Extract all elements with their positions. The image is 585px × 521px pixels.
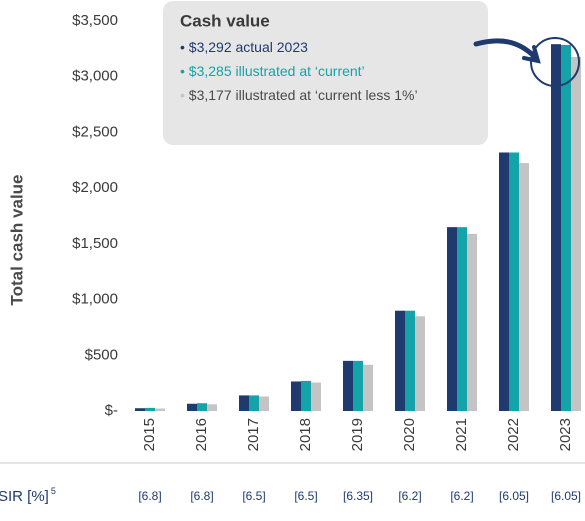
y-tick-label: $2,000 [72,179,118,196]
sir-label: SIR [%] 5 [0,486,56,505]
highlight-circle [530,37,580,87]
bar [363,364,373,411]
tooltip-item: • $3,292 actual 2023 [180,39,308,55]
bar [207,404,217,411]
bar [395,310,405,411]
sir-superscript: 5 [51,486,56,496]
bar [249,395,259,411]
y-tick-label: $1,000 [72,291,118,308]
x-tick-label: 2021 [453,418,470,451]
arrow-head [522,45,541,64]
sir-value: [6.35] [343,489,373,503]
bar [457,227,467,411]
bar [343,360,353,411]
bar [301,380,311,411]
x-tick-label: 2017 [245,418,262,451]
sir-value: [6.2] [450,489,473,503]
bar [145,407,155,411]
sir-value: [6.5] [242,489,265,503]
sir-label-text: SIR [%] [0,488,49,505]
bar [197,403,207,411]
tooltip-box [163,1,488,145]
bar [405,310,415,411]
tooltip-bullet: • [180,63,189,79]
bar [135,408,145,411]
x-tick-label: 2019 [349,418,366,451]
bar [155,408,165,411]
tooltip-bullet: • [180,87,189,103]
bar [571,56,581,412]
x-tick-label: 2016 [193,418,210,451]
x-tick-label: 2023 [557,418,574,451]
bar [509,152,519,411]
sir-value: [6.8] [190,489,213,503]
tooltip-item-text: $3,177 illustrated at ‘current less 1%’ [189,87,418,103]
bar [187,403,197,411]
tooltip-bullet: • [180,39,189,55]
x-tick-label: 2015 [141,418,158,451]
bar [447,227,457,411]
sir-value: [6.05] [551,489,581,503]
x-tick-label: 2022 [505,418,522,451]
tooltip-item-text: $3,285 illustrated at ‘current’ [189,63,365,79]
bar [259,396,269,411]
bar [353,360,363,411]
tooltip-title: Cash value [180,11,270,30]
y-axis-label: Total cash value [7,174,26,305]
tooltip-item: • $3,285 illustrated at ‘current’ [180,63,365,79]
sir-value: [6.2] [398,489,421,503]
bar [291,381,301,411]
bar [311,382,321,411]
tooltip-item: • $3,177 illustrated at ‘current less 1%… [180,87,418,103]
x-tick-label: 2020 [401,418,418,451]
x-tick-label: 2018 [297,418,314,451]
y-tick-label: $500 [85,346,118,363]
sir-value: [6.05] [499,489,529,503]
y-tick-label: $3,000 [72,68,118,85]
bar [519,163,529,411]
bar [561,44,571,411]
sir-value: [6.5] [294,489,317,503]
y-tick-label: $3,500 [72,12,118,29]
bar [551,44,561,411]
tooltip-item-text: $3,292 actual 2023 [189,39,308,55]
bar [415,316,425,411]
bar [239,395,249,411]
y-tick-label: $2,500 [72,123,118,140]
y-tick-label: $- [105,402,118,419]
y-tick-label: $1,500 [72,235,118,252]
sir-value: [6.8] [138,489,161,503]
bar [467,233,477,411]
bar [499,152,509,411]
